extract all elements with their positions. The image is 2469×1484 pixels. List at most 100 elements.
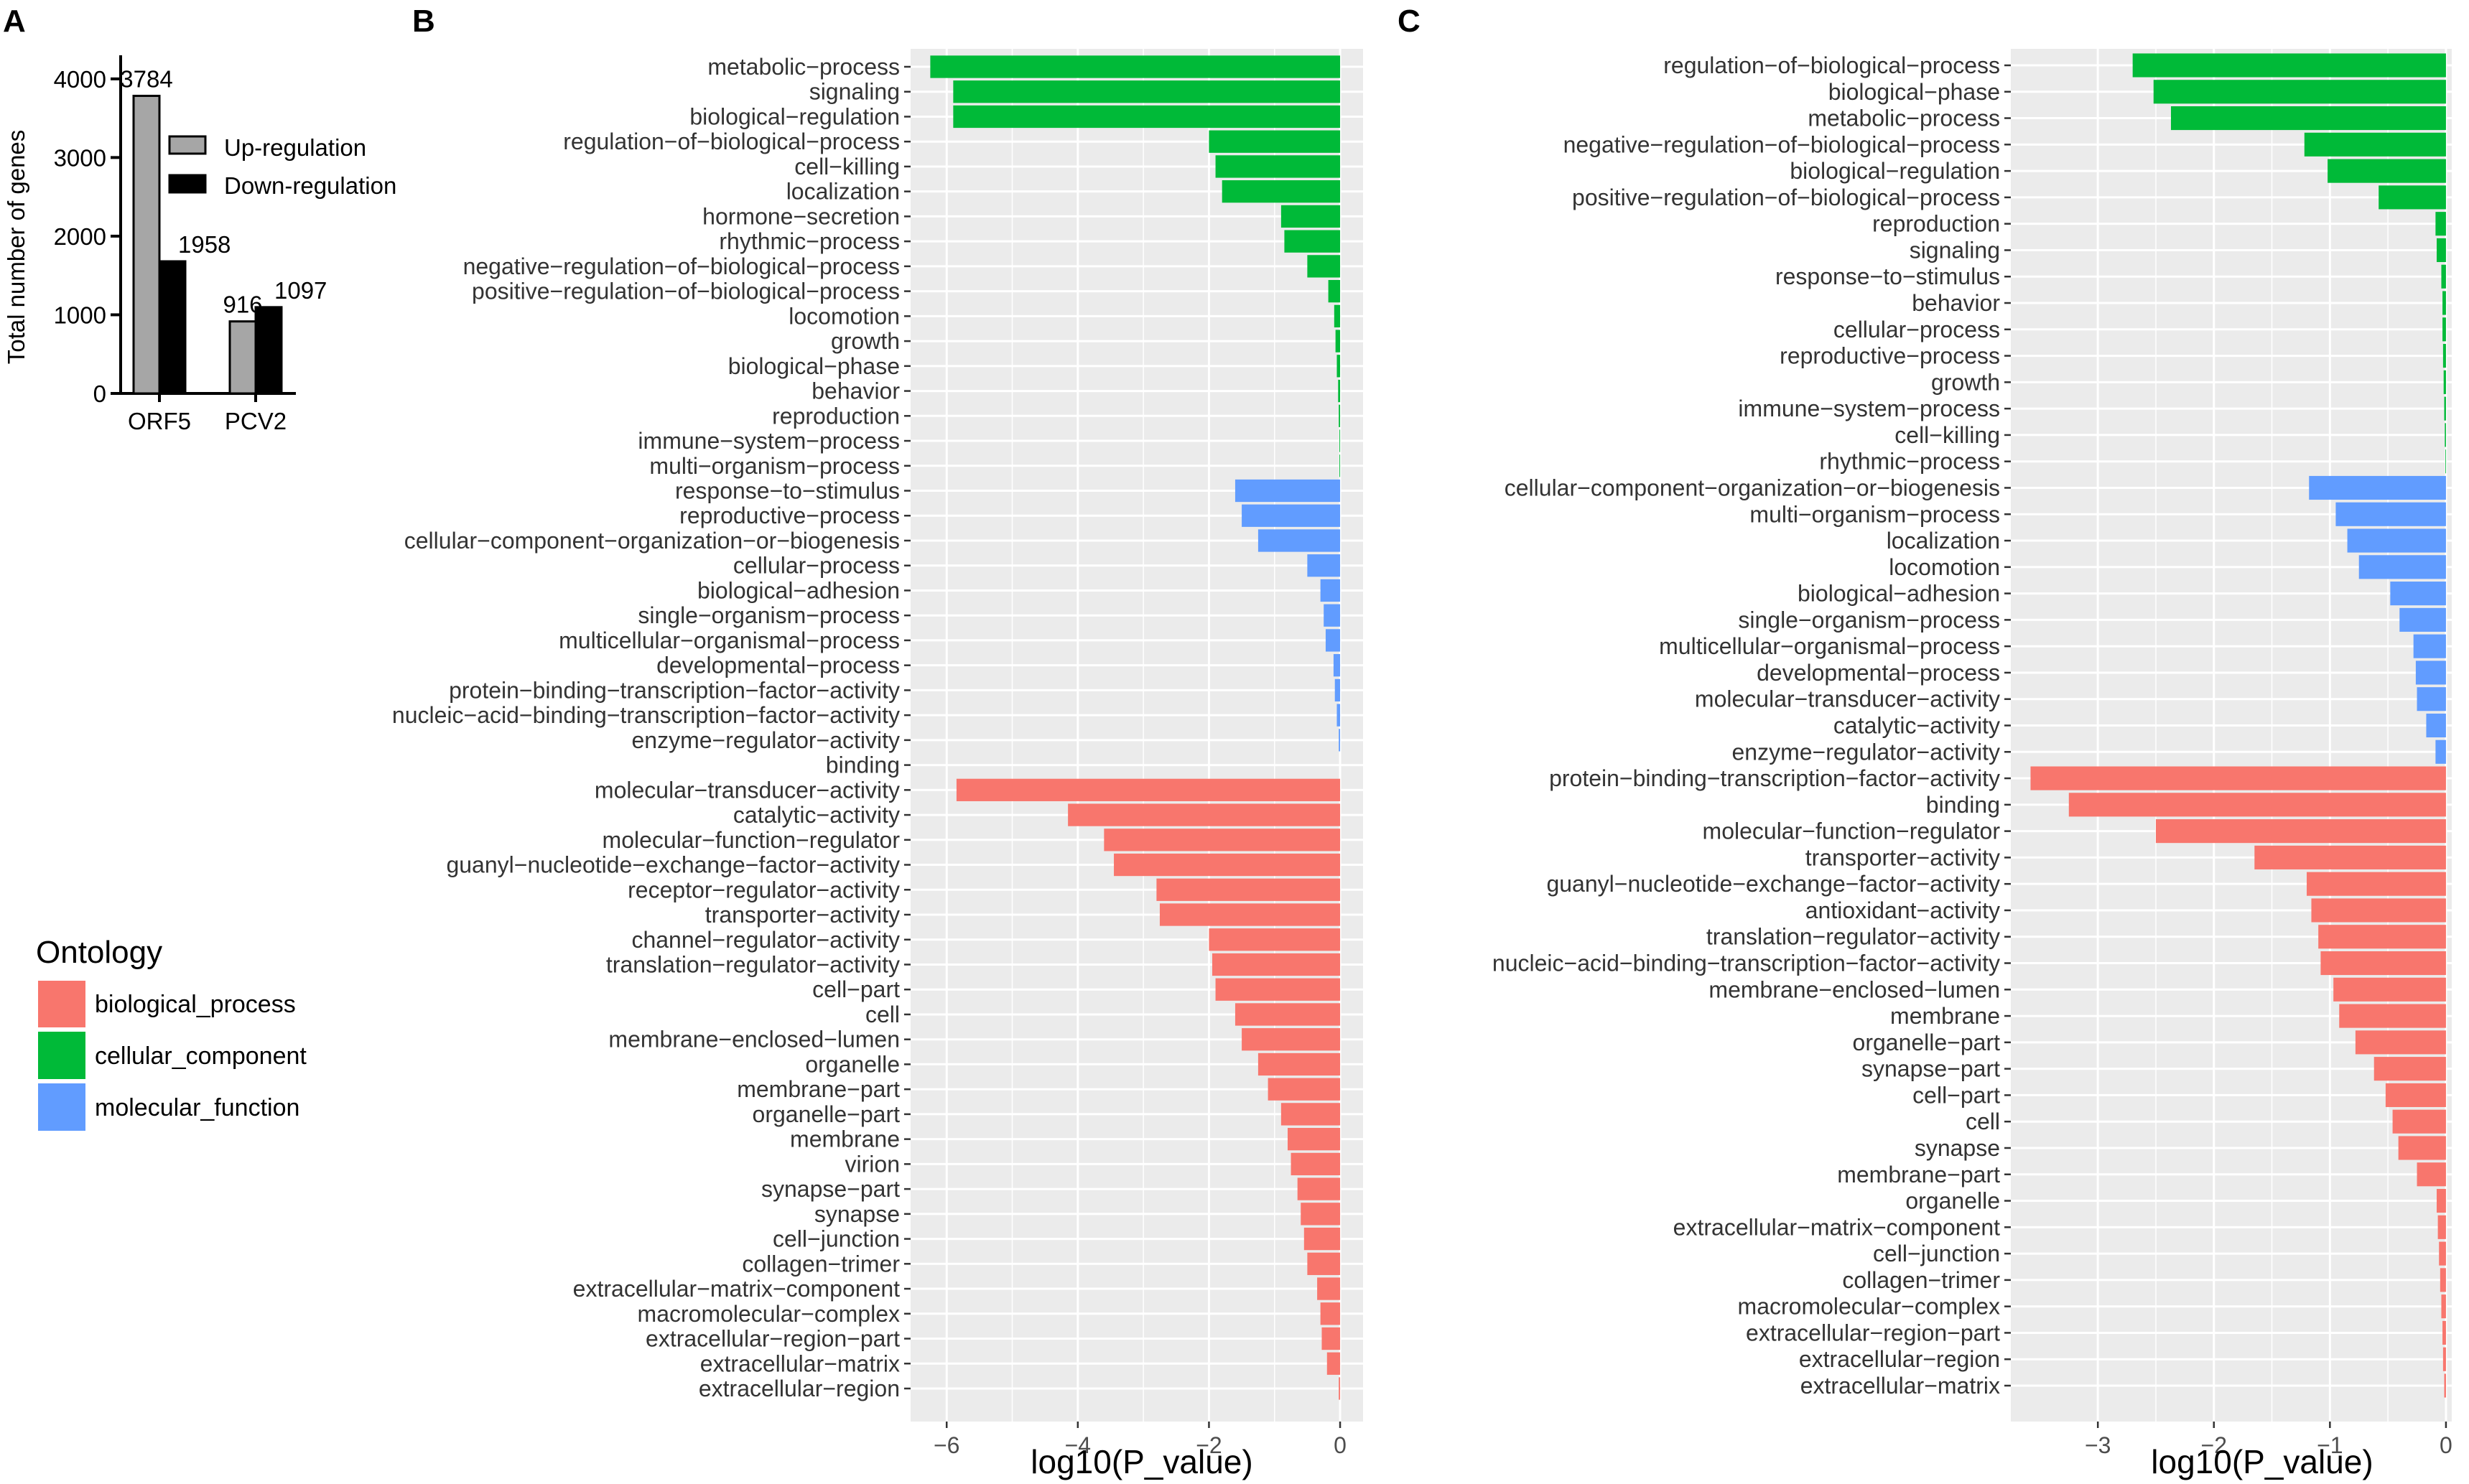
x-tick-label: 0: [1334, 1432, 1347, 1458]
x-tick-label: 0: [2440, 1432, 2452, 1458]
category-label: molecular−transducer−activity: [595, 777, 900, 803]
category-label: locomotion: [1889, 554, 2000, 580]
bar: [2358, 555, 2446, 579]
bar: [1317, 1277, 1341, 1300]
category-label: protein−binding−transcription−factor−act…: [449, 677, 900, 703]
category-label: cell−part: [812, 976, 900, 1002]
category-label: immune−system−process: [638, 428, 900, 454]
bar: [2442, 344, 2446, 368]
category-label: nucleic−acid−binding−transcription−facto…: [1492, 951, 2000, 976]
bar: [1334, 678, 1341, 702]
bar: [1320, 579, 1341, 602]
bar: [953, 105, 1341, 129]
category-label: negative−regulation−of−biological−proces…: [1563, 131, 2000, 157]
x-tick-label: −4: [1065, 1432, 1091, 1458]
legend-label-down-regulation: Down-regulation: [224, 172, 396, 199]
bar: [1335, 330, 1341, 353]
category-label: metabolic−process: [1808, 106, 2000, 131]
panel-c-x-axis-label: log10(P_value): [2151, 1443, 2373, 1480]
panel-a-y-tick-label: 2000: [54, 223, 106, 250]
bar: [1280, 1103, 1341, 1126]
panel-b-x-ticks: −6 −4 −2 0: [934, 1422, 1347, 1458]
category-label: cell−part: [1912, 1082, 2000, 1108]
category-label: multicellular−organismal−process: [1659, 633, 2000, 659]
category-label: rhythmic−process: [1819, 449, 2000, 475]
bar: [1222, 180, 1341, 203]
bar: [1242, 1028, 1341, 1051]
bar: [1320, 1302, 1341, 1325]
bar: [2443, 370, 2446, 394]
panel-a-y-tick-label: 4000: [54, 66, 106, 93]
bar: [1215, 978, 1341, 1001]
panel-b-bars: [930, 55, 1341, 1400]
bar: [956, 778, 1341, 801]
bar: [1324, 604, 1341, 627]
category-label: reproductive−process: [1780, 343, 2000, 369]
bar: [1326, 1352, 1341, 1375]
panel-b-bar-chart: metabolic−processsignalingbiological−reg…: [392, 49, 1363, 1480]
category-label: immune−system−process: [1738, 396, 2000, 421]
category-label: behavior: [1912, 290, 2000, 316]
category-label: signaling: [809, 79, 900, 105]
bar: [2435, 212, 2446, 236]
category-label: protein−binding−transcription−factor−act…: [1549, 765, 2000, 791]
category-label: positive−regulation−of−biological−proces…: [1572, 185, 2000, 210]
panel-a-bar-chart: Total number of genes 0 1000 2000 3000 4000 3…: [3, 55, 396, 434]
panel-a-y-tick-label: 1000: [54, 302, 106, 328]
category-label: response−to−stimulus: [1775, 263, 2000, 289]
category-label: biological−adhesion: [697, 577, 900, 603]
category-label: locomotion: [789, 303, 900, 329]
bar: [2309, 475, 2446, 500]
category-label: binding: [826, 752, 900, 778]
bar: [2328, 159, 2446, 183]
category-label: extracellular−region−part: [1746, 1320, 2000, 1345]
category-label: extracellular−region: [1799, 1346, 2000, 1372]
category-label: membrane−enclosed−lumen: [608, 1027, 900, 1053]
bar: [2132, 53, 2446, 78]
category-label: metabolic−process: [707, 54, 900, 80]
bar: [1339, 454, 1341, 477]
category-label: antioxidant−activity: [1805, 897, 2000, 923]
category-label: macromolecular−complex: [1738, 1294, 2000, 1320]
panel-a-category-label: PCV2: [225, 408, 287, 434]
bar: [1257, 1053, 1341, 1076]
category-label: enzyme−regulator−activity: [1731, 739, 2000, 765]
category-label: guanyl−nucleotide−exchange−factor−activi…: [446, 852, 900, 878]
bar: [1280, 205, 1341, 228]
category-label: cell: [865, 1002, 900, 1027]
bar: [2439, 1241, 2446, 1266]
bar: [1104, 829, 1341, 851]
panel-a-bar: [254, 306, 283, 395]
bar: [2413, 634, 2446, 658]
category-label: cell−killing: [1894, 422, 2000, 448]
bar: [1234, 479, 1341, 503]
bar: [1288, 1128, 1341, 1151]
bar: [1291, 1152, 1341, 1176]
panel-c-bar-chart: regulation−of−biological−processbiologic…: [1492, 49, 2452, 1480]
panel-c-category-labels: regulation−of−biological−processbiologic…: [1492, 52, 2011, 1399]
category-label: growth: [1931, 369, 2000, 395]
category-label: multi−organism−process: [1749, 501, 2000, 527]
category-label: regulation−of−biological−process: [563, 129, 900, 154]
panel-a-category-label: ORF5: [128, 408, 191, 434]
bar: [1301, 1203, 1341, 1226]
panel-b-x-axis-label: log10(P_value): [1031, 1443, 1252, 1480]
bar: [1333, 654, 1341, 677]
bar: [1325, 629, 1341, 652]
category-label: localization: [1887, 528, 2000, 554]
category-label: cellular−process: [1833, 317, 2000, 342]
ontology-legend-title: Ontology: [36, 935, 162, 970]
panel-label-a: A: [3, 4, 26, 39]
panel-c-bars: [2030, 53, 2446, 1398]
bar: [2417, 1162, 2446, 1187]
category-label: extracellular−region: [699, 1376, 900, 1401]
category-label: synapse−part: [761, 1176, 900, 1202]
bar: [2335, 502, 2446, 526]
category-label: receptor−regulator−activity: [628, 877, 900, 902]
x-tick-label: −3: [2085, 1432, 2111, 1458]
category-label: membrane−part: [737, 1076, 900, 1102]
legend-swatch-down-regulation: [168, 174, 207, 194]
category-label: multi−organism−process: [649, 453, 900, 479]
bar: [1156, 878, 1341, 901]
